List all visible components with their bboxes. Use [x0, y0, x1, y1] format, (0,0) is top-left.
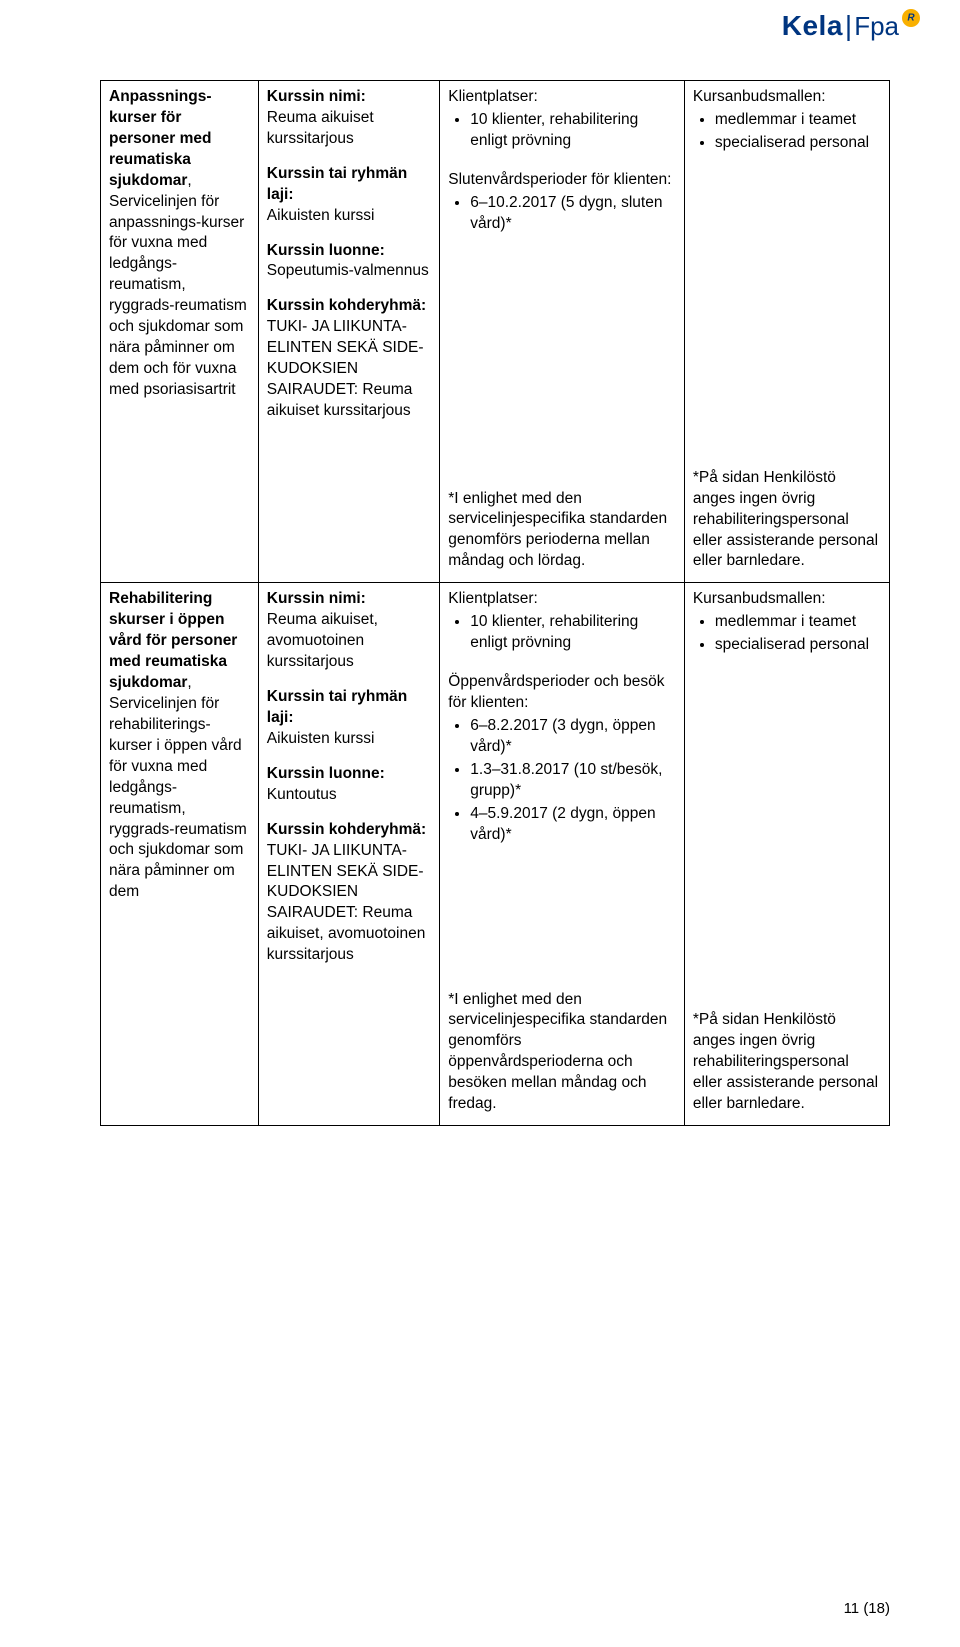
brand-badge-icon	[902, 9, 920, 27]
list-slutenvard: 6–10.2.2017 (5 dygn, sluten vård)*	[448, 193, 676, 235]
course-title: Anpassnings-kurser för personer med reum…	[109, 88, 212, 189]
list-item: specialiserad personal	[715, 635, 881, 656]
list-kursanbud: medlemmar i teamet specialiserad persona…	[693, 110, 881, 154]
note-text: *På sidan Henkilöstö anges ingen övrig r…	[693, 1010, 881, 1115]
label-oppenvard: Öppenvårdsperioder och besök för kliente…	[448, 672, 676, 714]
label-nimi: Kurssin nimi:	[267, 589, 431, 610]
cell-course-name: Rehabilitering skurser i öppen vård för …	[101, 583, 259, 1126]
brand-fpa: Fpa	[854, 11, 899, 41]
label-tai: Kurssin tai ryhmän laji:	[267, 164, 431, 206]
label-luonne: Kurssin luonne:	[267, 241, 431, 262]
label-kursanbud: Kursanbudsmallen:	[693, 87, 881, 108]
list-klientplatser: 10 klienter, rehabilitering enligt prövn…	[448, 612, 676, 654]
list-item: specialiserad personal	[715, 133, 881, 154]
label-klientplatser: Klientplatser:	[448, 589, 676, 610]
table-row: Anpassnings-kurser för personer med reum…	[101, 81, 890, 583]
list-oppenvard: 6–8.2.2017 (3 dygn, öppen vård)* 1.3–31.…	[448, 716, 676, 846]
list-item: medlemmar i teamet	[715, 612, 881, 633]
list-item: 4–5.9.2017 (2 dygn, öppen vård)*	[470, 804, 676, 846]
label-slutenvard: Slutenvårdsperioder för klienten:	[448, 170, 676, 191]
list-kursanbud: medlemmar i teamet specialiserad persona…	[693, 612, 881, 656]
value-nimi: Reuma aikuiset kurssitarjous	[267, 108, 431, 150]
course-desc: , Servicelinjen för rehabiliterings-kurs…	[109, 674, 247, 900]
label-tai: Kurssin tai ryhmän laji:	[267, 687, 431, 729]
list-item: 1.3–31.8.2017 (10 st/besök, grupp)*	[470, 760, 676, 802]
label-kursanbud: Kursanbudsmallen:	[693, 589, 881, 610]
value-tai: Aikuisten kurssi	[267, 206, 431, 227]
note-text: *I enlighet med den servicelinjespecifik…	[448, 990, 676, 1116]
list-item: 10 klienter, rehabilitering enligt prövn…	[470, 612, 676, 654]
list-klientplatser: 10 klienter, rehabilitering enligt prövn…	[448, 110, 676, 152]
brand-kela: Kela	[782, 10, 843, 41]
value-luonne: Kuntoutus	[267, 785, 431, 806]
cell-course-name: Anpassnings-kurser för personer med reum…	[101, 81, 259, 583]
cell-course-meta: Kurssin nimi: Reuma aikuiset kurssitarjo…	[258, 81, 439, 583]
value-tai: Aikuisten kurssi	[267, 729, 431, 750]
note-text: *I enlighet med den servicelinjespecifik…	[448, 489, 676, 573]
label-klientplatser: Klientplatser:	[448, 87, 676, 108]
course-desc: , Servicelinjen för anpassnings-kurser f…	[109, 172, 247, 398]
list-item: 6–10.2.2017 (5 dygn, sluten vård)*	[470, 193, 676, 235]
cell-template-info: Kursanbudsmallen: medlemmar i teamet spe…	[684, 583, 889, 1126]
value-kohde: TUKI- JA LIIKUNTA-ELINTEN SEKÄ SIDE-KUDO…	[267, 317, 431, 422]
brand-logo: Kela|Fpa	[782, 10, 920, 42]
value-nimi: Reuma aikuiset, avomuotoinen kurssitarjo…	[267, 610, 431, 673]
course-title: Rehabilitering skurser i öppen vård för …	[109, 590, 237, 691]
cell-course-meta: Kurssin nimi: Reuma aikuiset, avomuotoin…	[258, 583, 439, 1126]
cell-client-info: Klientplatser: 10 klienter, rehabiliteri…	[440, 583, 685, 1126]
cell-template-info: Kursanbudsmallen: medlemmar i teamet spe…	[684, 81, 889, 583]
list-item: 10 klienter, rehabilitering enligt prövn…	[470, 110, 676, 152]
label-kohde: Kurssin kohderyhmä:	[267, 296, 431, 317]
list-item: medlemmar i teamet	[715, 110, 881, 131]
value-kohde: TUKI- JA LIIKUNTA-ELINTEN SEKÄ SIDE-KUDO…	[267, 841, 431, 967]
cell-client-info: Klientplatser: 10 klienter, rehabiliteri…	[440, 81, 685, 583]
page-number: 11 (18)	[844, 1600, 890, 1617]
table-row: Rehabilitering skurser i öppen vård för …	[101, 583, 890, 1126]
value-luonne: Sopeutumis-valmennus	[267, 261, 431, 282]
page: Kela|Fpa Anpassnings-kurser för personer…	[0, 0, 960, 1647]
label-nimi: Kurssin nimi:	[267, 87, 431, 108]
brand-separator: |	[843, 10, 854, 41]
note-text: *På sidan Henkilöstö anges ingen övrig r…	[693, 468, 881, 573]
list-item: 6–8.2.2017 (3 dygn, öppen vård)*	[470, 716, 676, 758]
document-table: Anpassnings-kurser för personer med reum…	[100, 80, 890, 1126]
label-kohde: Kurssin kohderyhmä:	[267, 820, 431, 841]
label-luonne: Kurssin luonne:	[267, 764, 431, 785]
